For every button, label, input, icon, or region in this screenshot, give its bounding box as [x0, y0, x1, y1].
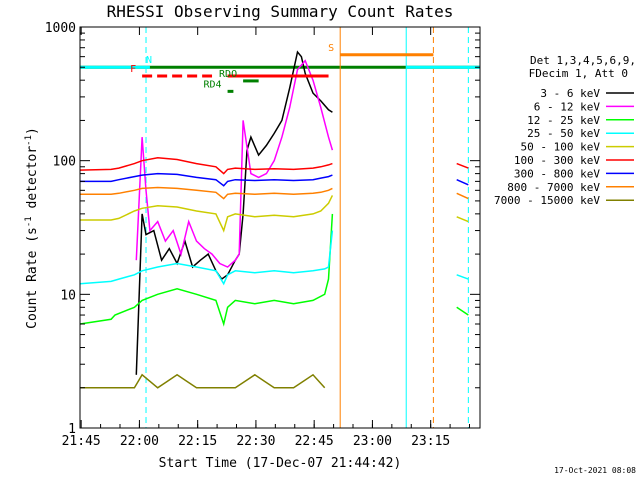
series-line-7	[80, 186, 333, 200]
y-axis-label: Count Rate (s-1 detector-1)	[24, 127, 40, 329]
legend-label-2: 12 - 25 keV	[527, 114, 600, 127]
y-label-sup1: -1	[24, 216, 34, 227]
plot-frame	[79, 26, 481, 429]
annotation-label-0: N	[146, 55, 152, 66]
x-tick-label-4: 22:45	[295, 434, 334, 449]
series-line-2	[79, 213, 334, 327]
legend-header-1: Det 1,3,4,5,6,9,	[530, 54, 636, 67]
x-tick-label-6: 23:15	[411, 434, 450, 449]
legend: Det 1,3,4,5,6,9, FDecim 1, Att 0 3 - 6 k…	[494, 54, 636, 207]
chart-title: RHESSI Observing Summary Count Rates	[107, 2, 454, 21]
x-tick-label-1: 22:00	[120, 434, 159, 449]
x-tick-label-2: 22:15	[178, 434, 217, 449]
right-segment-line-4	[456, 274, 469, 280]
legend-label-3: 25 - 50 keV	[527, 127, 600, 140]
annotation-label-5: RDO	[219, 69, 237, 80]
y-tick-label-3: 1000	[45, 21, 76, 36]
annotation-label-2: S	[328, 43, 334, 54]
x-tick-label-0: 21:45	[62, 434, 101, 449]
legend-label-6: 300 - 800 keV	[514, 167, 600, 180]
right-segment-line-2	[456, 192, 469, 200]
series-line-6	[80, 172, 333, 187]
legend-header-2: FDecim 1, Att 0	[529, 67, 628, 80]
legend-label-7: 800 - 7000 keV	[507, 181, 600, 194]
x-axis-label: Start Time (17-Dec-07 21:44:42)	[159, 456, 402, 471]
y-label-part2: detector	[25, 146, 40, 217]
annotation-label-3: F	[130, 64, 136, 75]
x-tick-label-3: 22:30	[236, 434, 275, 449]
legend-label-8: 7000 - 15000 keV	[494, 194, 600, 207]
right-segment-line-0	[456, 162, 469, 169]
series-line-1	[135, 59, 334, 268]
y-label-sup2: -1	[24, 135, 34, 146]
series-line-3	[79, 230, 334, 286]
legend-label-4: 50 - 100 keV	[521, 141, 601, 154]
series-line-8	[80, 373, 326, 389]
x-tick-label-5: 23:00	[353, 434, 392, 449]
y-tick-label-0: 1	[68, 422, 76, 437]
series-line-4	[80, 195, 334, 233]
legend-label-5: 100 - 300 keV	[514, 154, 600, 167]
y-label-part1: Count Rate (s	[25, 227, 40, 329]
right-segment-line-1	[456, 179, 469, 186]
annotation-label-6: RD4	[204, 79, 222, 90]
y-label-part3: )	[25, 127, 40, 135]
y-tick-label-2: 100	[53, 155, 76, 170]
right-segment-line-5	[456, 306, 469, 316]
y-axis: 1 10 100 1000	[45, 21, 480, 437]
render-timestamp: 17-Oct-2021 08:08	[554, 466, 636, 475]
legend-label-0: 3 - 6 keV	[540, 87, 600, 100]
series-line-5	[79, 157, 333, 175]
x-axis: 21:45 22:00 22:15 22:30 22:45 23:00 23:15	[62, 27, 471, 449]
legend-label-1: 6 - 12 keV	[534, 100, 601, 113]
y-tick-label-1: 10	[60, 288, 76, 303]
right-segment-line-3	[456, 216, 469, 223]
